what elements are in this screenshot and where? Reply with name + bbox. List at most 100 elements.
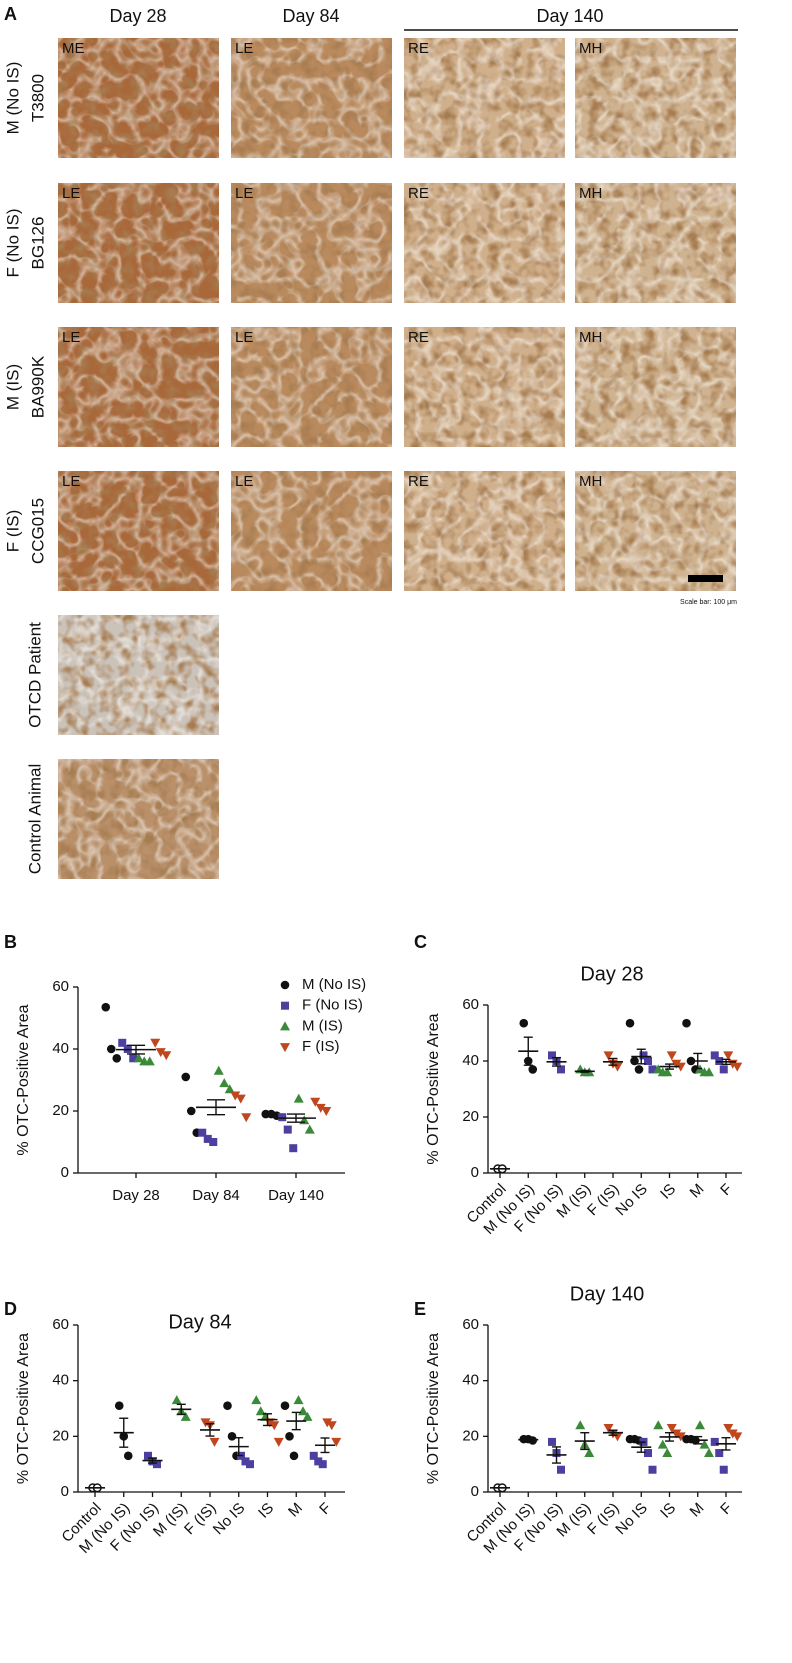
row-label: CCG015 xyxy=(28,498,47,564)
data-point xyxy=(241,1457,250,1466)
tile-label: MH xyxy=(579,329,602,346)
x-tick-label: F xyxy=(717,1500,736,1519)
data-point xyxy=(557,1065,565,1074)
y-axis-label: % OTC-Positive Area xyxy=(425,1013,442,1164)
data-point xyxy=(209,1138,218,1146)
data-point xyxy=(241,1113,252,1123)
panel-letter: D xyxy=(4,1299,17,1319)
data-point xyxy=(603,1423,614,1433)
tile-label: LE xyxy=(62,473,80,490)
data-point xyxy=(715,1449,724,1458)
data-point xyxy=(682,1018,691,1028)
data-point xyxy=(723,1423,734,1433)
data-point xyxy=(299,1115,310,1125)
tissue-sinusoids xyxy=(404,471,565,591)
data-point xyxy=(704,1448,714,1458)
data-point xyxy=(666,1051,677,1061)
row-label: F (IS) xyxy=(3,510,22,553)
data-point xyxy=(269,1421,280,1431)
data-point xyxy=(719,1065,728,1074)
data-point xyxy=(289,1144,298,1153)
data-point xyxy=(657,1439,668,1449)
tile-label: LE xyxy=(235,40,253,57)
data-point xyxy=(219,1078,230,1088)
data-point xyxy=(293,1395,304,1405)
tissue-sinusoids xyxy=(404,327,565,447)
data-point xyxy=(695,1420,705,1430)
data-point xyxy=(304,1124,315,1134)
data-point xyxy=(715,1057,724,1065)
data-point xyxy=(227,1432,237,1441)
y-axis-label: % OTC-Positive Area xyxy=(425,1333,442,1484)
data-point xyxy=(671,1429,682,1439)
tile-label: LE xyxy=(62,329,80,346)
panel-letter: E xyxy=(414,1299,426,1319)
y-tick-label: 40 xyxy=(462,1372,479,1389)
y-tick-label: 20 xyxy=(52,1427,69,1444)
data-point xyxy=(278,1113,287,1122)
x-tick-label: M xyxy=(687,1181,708,1202)
column-header: Day 28 xyxy=(109,6,166,26)
data-point xyxy=(106,1044,116,1054)
data-point xyxy=(180,1411,191,1421)
row-label: BA990K xyxy=(28,355,47,418)
data-point xyxy=(224,1084,235,1094)
tissue-sinusoids xyxy=(58,471,219,591)
data-point xyxy=(112,1054,122,1063)
data-point xyxy=(209,1437,220,1447)
data-point xyxy=(666,1423,677,1433)
panel-letter: A xyxy=(4,4,17,24)
legend-label: M (No IS) xyxy=(302,976,366,993)
y-axis-label: % OTC-Positive Area xyxy=(15,1004,32,1155)
tissue-sinusoids xyxy=(231,471,392,591)
data-point xyxy=(634,1065,644,1074)
data-point xyxy=(644,1057,652,1065)
tile-label: RE xyxy=(408,40,429,57)
x-tick-label: Day 84 xyxy=(192,1187,240,1204)
tissue-sinusoids xyxy=(575,38,736,158)
data-point xyxy=(653,1420,664,1430)
data-point xyxy=(710,1437,719,1446)
panel-letter: B xyxy=(4,932,17,952)
tile-label: RE xyxy=(408,473,429,490)
data-point xyxy=(144,1451,152,1460)
tile-label: MH xyxy=(579,185,602,202)
tile-label: ME xyxy=(62,40,85,57)
data-point xyxy=(280,1043,290,1053)
data-point xyxy=(280,1021,290,1031)
column-header: Day 140 xyxy=(536,6,603,26)
data-point xyxy=(251,1395,262,1405)
data-point xyxy=(644,1449,652,1458)
row-label: T3800 xyxy=(28,74,47,122)
chart-title: Day 84 xyxy=(168,1311,231,1333)
tile-label: RE xyxy=(408,329,429,346)
y-tick-label: 20 xyxy=(52,1102,69,1119)
data-point xyxy=(732,1062,743,1072)
data-point xyxy=(612,1432,623,1442)
y-tick-label: 60 xyxy=(462,1316,479,1333)
data-point xyxy=(723,1051,734,1061)
tissue-sinusoids xyxy=(58,615,219,735)
row-label: OTCD Patient xyxy=(25,622,44,728)
x-tick-label: No IS xyxy=(612,1500,651,1539)
row-label: BG126 xyxy=(28,217,47,270)
data-point xyxy=(648,1065,657,1074)
data-point xyxy=(171,1395,182,1405)
tissue-sinusoids xyxy=(58,327,219,447)
data-point xyxy=(123,1451,133,1461)
data-point xyxy=(155,1048,166,1058)
tissue-sinusoids xyxy=(575,327,736,447)
scale-bar-label: Scale bar: 100 μm xyxy=(680,599,737,606)
chart-title: Day 140 xyxy=(570,1283,645,1305)
data-point xyxy=(150,1038,161,1048)
data-point xyxy=(625,1018,635,1028)
data-point xyxy=(662,1067,673,1077)
x-tick-label: IS xyxy=(657,1500,679,1522)
data-point xyxy=(557,1465,565,1474)
data-point xyxy=(280,980,290,990)
data-point xyxy=(283,1125,292,1134)
data-point xyxy=(235,1094,246,1104)
data-point xyxy=(719,1465,728,1474)
tile-label: LE xyxy=(235,329,253,346)
